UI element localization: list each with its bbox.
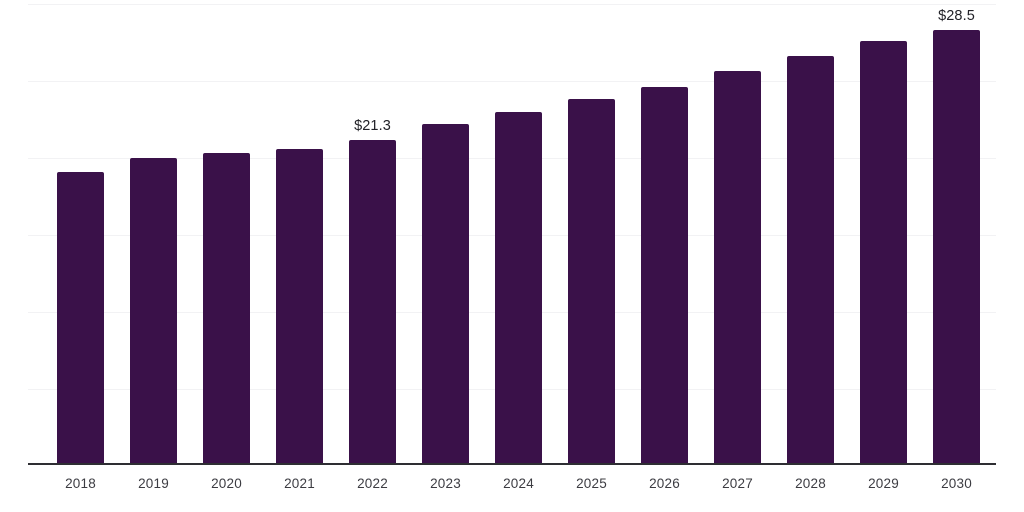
x-tick-label-2029: 2029: [868, 476, 899, 491]
x-axis-tick-labels: 2018 2019 2020 2021 2022 2023 2024 2025 2026 2027…: [28, 476, 996, 506]
bar[interactable]: [860, 41, 907, 463]
bar[interactable]: [568, 98, 615, 463]
bar[interactable]: [933, 30, 980, 463]
x-tick-label-2023: 2023: [430, 476, 461, 491]
x-tick-label-2025: 2025: [576, 476, 607, 491]
bar-group: [555, 0, 628, 463]
x-tick-label-2022: 2022: [357, 476, 388, 491]
bar[interactable]: [422, 124, 469, 463]
bar-group: $21.3: [336, 0, 409, 463]
bar[interactable]: [641, 86, 688, 463]
bar-group: [482, 0, 555, 463]
x-tick-label-2026: 2026: [649, 476, 680, 491]
bar-value-label: $28.5: [938, 8, 975, 25]
gridline: [28, 81, 996, 82]
plot-area: $21.3 $28.5: [28, 0, 996, 464]
bar-group: [847, 0, 920, 463]
x-tick-label-2024: 2024: [503, 476, 534, 491]
bar-group: [409, 0, 482, 463]
bar-group: $28.5: [920, 0, 993, 463]
bars-layer: $21.3 $28.5: [28, 0, 996, 463]
x-axis-line: [28, 463, 996, 465]
bar[interactable]: [495, 112, 542, 463]
bar-group: [263, 0, 336, 463]
bar-group: [774, 0, 847, 463]
bar[interactable]: [57, 171, 104, 463]
x-tick-label-2028: 2028: [795, 476, 826, 491]
bar[interactable]: [130, 157, 177, 463]
x-tick-label-2030: 2030: [941, 476, 972, 491]
bar[interactable]: [276, 148, 323, 463]
x-tick-label-2018: 2018: [65, 476, 96, 491]
bar-group: [44, 0, 117, 463]
x-tick-label-2020: 2020: [211, 476, 242, 491]
bar[interactable]: [349, 139, 396, 463]
gridline: [28, 4, 996, 5]
bar[interactable]: [787, 56, 834, 463]
bar-group: [628, 0, 701, 463]
x-tick-label-2021: 2021: [284, 476, 315, 491]
bar-value-label: $21.3: [354, 117, 391, 134]
bar-group: [701, 0, 774, 463]
x-tick-label-2027: 2027: [722, 476, 753, 491]
bar[interactable]: [714, 71, 761, 463]
bar-group: [117, 0, 190, 463]
bar[interactable]: [203, 153, 250, 463]
x-tick-label-2019: 2019: [138, 476, 169, 491]
bar-group: [190, 0, 263, 463]
